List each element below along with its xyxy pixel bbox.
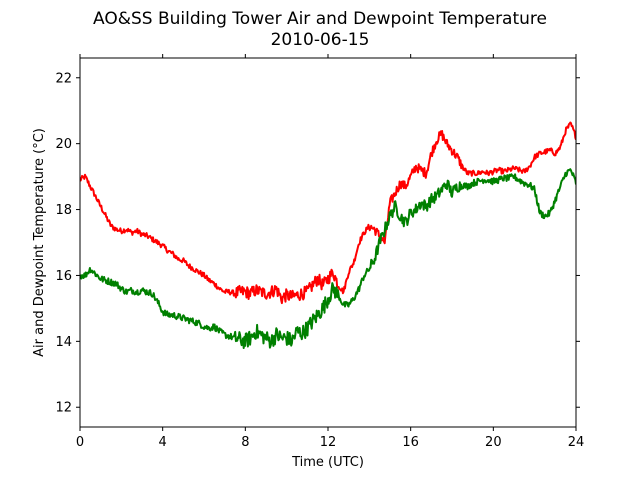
- x-tick-label: 12: [320, 435, 337, 450]
- x-tick-label: 24: [568, 435, 585, 450]
- series-layer: [80, 121, 576, 349]
- y-tick-label: 16: [55, 269, 72, 284]
- y-tick-label: 22: [55, 71, 72, 86]
- y-tick-label: 20: [55, 137, 72, 152]
- y-tick-label: 14: [55, 335, 72, 350]
- x-axis: 0 4 8 12 16 20 24: [76, 54, 584, 450]
- x-axis-label: Time (UTC): [291, 455, 364, 470]
- x-tick-label: 16: [402, 435, 419, 450]
- series-line-0: [80, 121, 576, 305]
- y-axis-label: Air and Dewpoint Temperature (°C): [32, 128, 47, 357]
- y-tick-label: 18: [55, 203, 72, 218]
- y-axis: 12 14 16 18 20 22: [55, 71, 580, 416]
- series-line-1: [80, 168, 576, 349]
- y-tick-label: 12: [55, 401, 72, 416]
- chart-title: AO&SS Building Tower Air and Dewpoint Te…: [93, 9, 547, 29]
- chart-subtitle: 2010-06-15: [271, 30, 370, 50]
- x-tick-label: 4: [159, 435, 167, 450]
- x-tick-label: 0: [76, 435, 84, 450]
- x-tick-label: 8: [241, 435, 249, 450]
- plot-area: 0 4 8 12 16 20 24 12 14 16 18 20 22: [55, 54, 584, 450]
- x-tick-label: 20: [485, 435, 502, 450]
